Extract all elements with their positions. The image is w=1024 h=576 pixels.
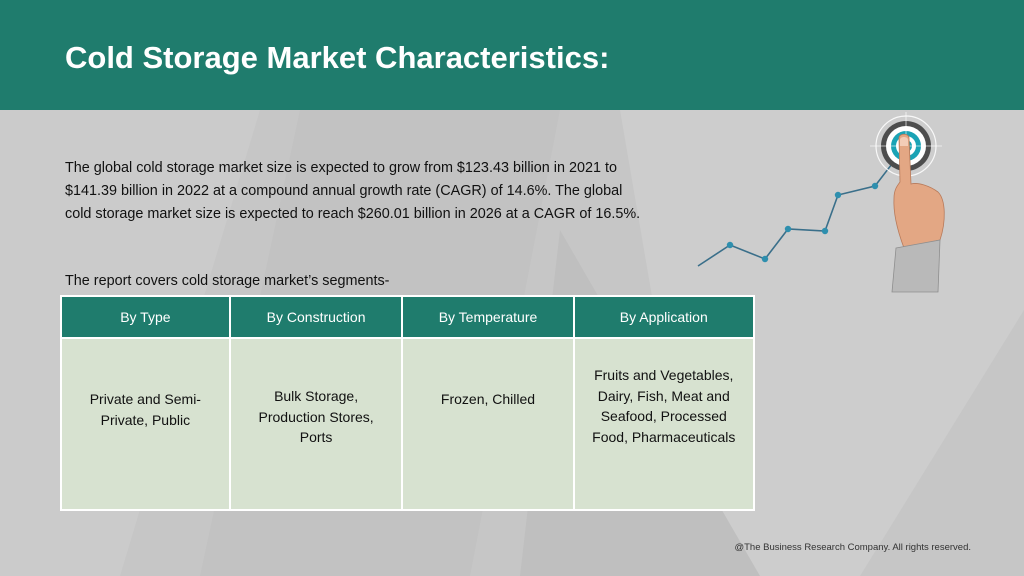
cell-construction-text: Bulk Storage, Production Stores, Ports — [258, 388, 374, 445]
title-bar: Cold Storage Market Characteristics: — [0, 0, 1024, 110]
growth-chart-target-finger-icon — [697, 112, 945, 293]
page-title: Cold Storage Market Characteristics: — [65, 40, 610, 75]
cell-construction: Bulk Storage, Production Stores, Ports — [228, 337, 404, 511]
intro-paragraph: The global cold storage market size is e… — [65, 160, 641, 222]
cell-temperature: Frozen, Chilled — [401, 337, 575, 511]
table-header-row: By Type By Construction By Temperature B… — [60, 295, 756, 339]
header-by-type: By Type — [60, 295, 231, 339]
header-by-application: By Application — [572, 295, 756, 339]
cell-type-text: Private and Semi-Private, Public — [89, 391, 201, 428]
table-row: Private and Semi-Private, Public Bulk St… — [60, 337, 756, 511]
header-by-temperature: By Temperature — [401, 295, 575, 339]
cell-temperature-text: Frozen, Chilled — [440, 391, 536, 407]
copyright-footer: @The Business Research Company. All righ… — [734, 542, 971, 553]
segments-label: The report covers cold storage market’s … — [65, 273, 390, 289]
cell-application: Fruits and Vegetables, Dairy, Fish, Meat… — [572, 337, 756, 511]
header-by-construction: By Construction — [228, 295, 404, 339]
cell-type: Private and Semi-Private, Public — [60, 337, 231, 511]
segments-table: By Type By Construction By Temperature B… — [60, 295, 756, 511]
cell-application-text: Fruits and Vegetables, Dairy, Fish, Meat… — [592, 367, 736, 445]
